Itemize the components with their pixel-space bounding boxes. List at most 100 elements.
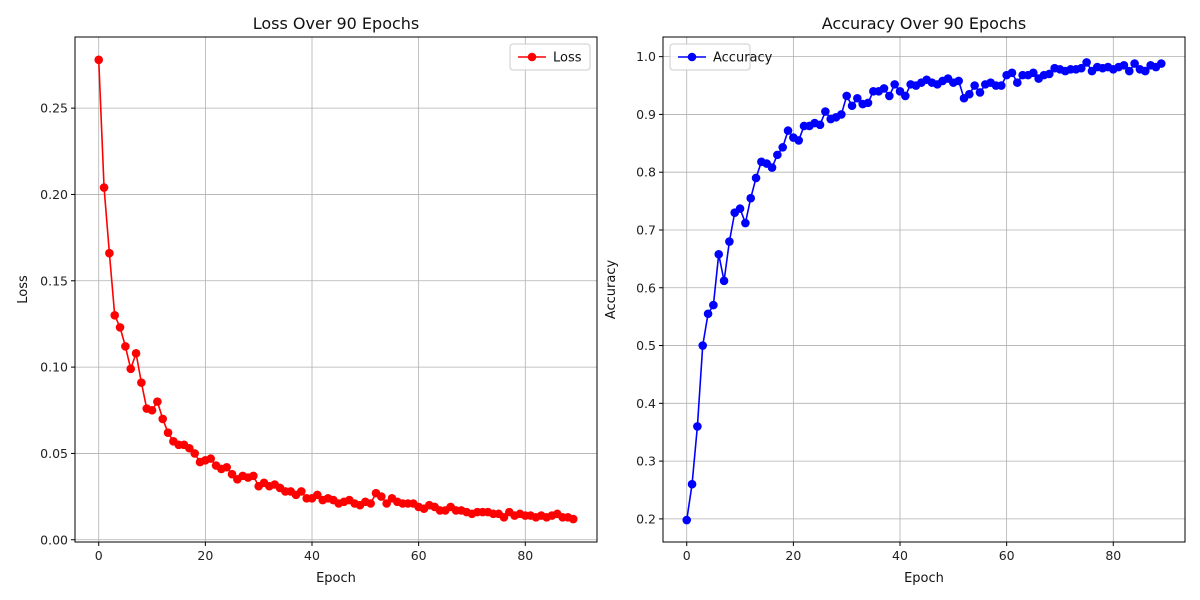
- accuracy-data-point: [735, 204, 745, 213]
- accuracy-data-point: [842, 91, 851, 101]
- loss-data-point: [110, 311, 120, 320]
- accuracy-data-point: [863, 98, 873, 108]
- loss-data-point: [185, 443, 194, 453]
- accuracy-data-point: [773, 150, 782, 160]
- accuracy-y-tick-label: 0.7: [636, 222, 656, 237]
- accuracy-data-point: [741, 218, 750, 228]
- accuracy-data-point: [821, 107, 830, 116]
- accuracy-data-point: [709, 300, 718, 310]
- loss-data-point: [297, 487, 306, 496]
- loss-y-tick-label: 0.25: [40, 101, 68, 116]
- loss-data-point: [190, 449, 200, 458]
- accuracy-data-point: [997, 81, 1006, 90]
- loss-x-tick-label: 40: [304, 548, 320, 563]
- loss-data-point: [313, 490, 322, 500]
- loss-chart-title: Loss Over 90 Epochs: [253, 14, 420, 33]
- accuracy-data-point: [1124, 66, 1134, 76]
- loss-data-point: [377, 492, 386, 501]
- accuracy-data-point: [853, 93, 862, 103]
- accuracy-data-point: [954, 76, 963, 86]
- accuracy-data-point: [687, 479, 697, 489]
- accuracy-data-point: [1082, 58, 1091, 67]
- accuracy-legend: Accuracy: [669, 43, 773, 71]
- loss-legend-label: Loss: [553, 51, 582, 66]
- accuracy-data-point: [693, 422, 702, 431]
- accuracy-data-point: [879, 84, 889, 93]
- accuracy-x-tick-label: 40: [892, 548, 908, 563]
- accuracy-data-point: [682, 515, 692, 525]
- loss-y-tick-label: 0.15: [40, 273, 68, 288]
- accuracy-y-tick-label: 0.9: [636, 107, 656, 122]
- loss-y-axis-label: Loss: [16, 275, 31, 304]
- accuracy-data-point: [1156, 59, 1166, 68]
- accuracy-chart-panel: 0 20 40 60 80 0.2 0.3 0.4 0.5 0.6 0.7 0.8 0.9 1.0 Epoc…: [604, 14, 1186, 586]
- loss-data-point: [115, 323, 125, 332]
- loss-data-point: [94, 55, 104, 65]
- accuracy-y-tick-label: 1.0: [636, 49, 656, 64]
- accuracy-y-tick-label: 0.4: [636, 396, 656, 411]
- accuracy-data-point: [1029, 68, 1038, 78]
- accuracy-y-tick-label: 0.5: [636, 338, 656, 353]
- loss-data-point: [158, 414, 168, 424]
- loss-data-point: [249, 471, 258, 481]
- accuracy-data-point: [783, 126, 793, 135]
- accuracy-y-tick-label: 0.2: [636, 511, 656, 526]
- loss-legend-marker: [527, 52, 537, 62]
- accuracy-series-line: [685, 61, 1162, 521]
- accuracy-x-tick-label: 20: [785, 548, 801, 563]
- accuracy-y-tick-label: 0.8: [636, 165, 656, 180]
- accuracy-data-point: [847, 101, 857, 111]
- loss-data-point: [131, 348, 141, 358]
- loss-x-tick-label: 20: [197, 548, 213, 563]
- accuracy-data-point: [837, 110, 846, 119]
- accuracy-data-point: [1045, 69, 1054, 79]
- loss-data-point: [126, 364, 136, 374]
- accuracy-y-tick-label: 0.3: [636, 454, 656, 469]
- loss-data-point: [121, 342, 130, 351]
- accuracy-data-point: [901, 91, 910, 101]
- accuracy-data-point: [1007, 68, 1017, 78]
- loss-x-tick-label: 0: [95, 548, 103, 563]
- accuracy-x-tick-label: 0: [683, 548, 691, 563]
- accuracy-y-axis-label: Accuracy: [604, 260, 619, 320]
- accuracy-data-point: [1013, 78, 1022, 87]
- accuracy-x-axis-label: Epoch: [904, 571, 944, 586]
- accuracy-data-point: [1140, 66, 1150, 76]
- accuracy-data-point: [965, 89, 974, 99]
- loss-legend-box: [509, 43, 591, 71]
- accuracy-data-point: [698, 341, 708, 350]
- loss-data-point: [163, 428, 173, 438]
- accuracy-legend-label: Accuracy: [713, 51, 773, 66]
- loss-y-tick-label: 0.20: [40, 187, 68, 202]
- accuracy-data-point: [714, 249, 724, 259]
- accuracy-data-point: [778, 143, 788, 152]
- accuracy-legend-box: [669, 43, 751, 71]
- loss-data-point: [147, 405, 157, 415]
- loss-x-tick-label: 60: [411, 548, 427, 563]
- accuracy-data-point: [970, 81, 979, 90]
- loss-data-point: [499, 513, 509, 522]
- loss-y-tick-label: 0.10: [40, 360, 68, 375]
- loss-data-point: [382, 499, 391, 508]
- accuracy-data-point: [890, 80, 899, 89]
- loss-data-point: [222, 462, 231, 472]
- loss-y-tick-label: 0.05: [40, 446, 68, 461]
- loss-data-point: [105, 248, 114, 258]
- accuracy-data-point: [746, 193, 756, 203]
- loss-data-point: [137, 378, 146, 387]
- loss-data-point: [153, 397, 162, 406]
- accuracy-data-point: [975, 88, 985, 97]
- accuracy-data-point: [751, 173, 761, 183]
- accuracy-y-tick-label: 0.6: [636, 280, 656, 295]
- accuracy-data-point: [885, 91, 894, 101]
- accuracy-data-point: [794, 136, 803, 145]
- accuracy-x-tick-label: 60: [999, 548, 1015, 563]
- loss-chart-panel: 0 20 40 60 80 0.00 0.05 0.10 0.15 0.20 0.25 Epoch Lo…: [16, 14, 598, 586]
- accuracy-data-point: [1130, 59, 1139, 68]
- loss-data-point: [227, 469, 237, 479]
- loss-data-point: [568, 514, 578, 524]
- loss-series-line: [97, 59, 574, 520]
- loss-data-point: [99, 183, 109, 192]
- accuracy-data-point: [725, 237, 734, 246]
